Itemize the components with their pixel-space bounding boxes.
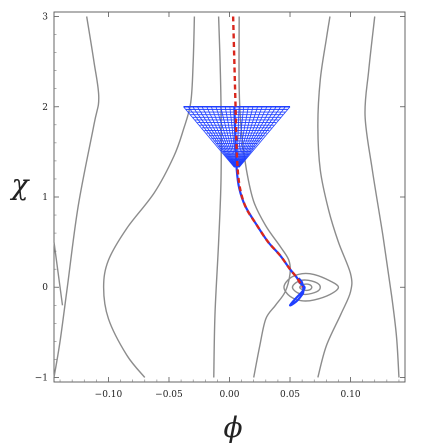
plot-frame bbox=[53, 11, 406, 383]
field-lines bbox=[183, 105, 291, 168]
y-tick-label: 2 bbox=[42, 103, 48, 113]
axis-ticks: −0.10 −0.05 0.00 0.05 0.10 −1 0 1 2 3 bbox=[35, 12, 405, 400]
x-tick-label: −0.10 bbox=[95, 390, 123, 400]
field-line-0 bbox=[183, 106, 235, 168]
y-tick-label: −1 bbox=[35, 373, 48, 383]
contour-inner-left bbox=[213, 16, 222, 378]
x-axis-label: ϕ bbox=[223, 411, 242, 444]
contour-outer-left-b bbox=[53, 242, 64, 306]
contour-lines bbox=[53, 16, 400, 378]
y-tick-label: 0 bbox=[42, 283, 48, 293]
field-line-6 bbox=[210, 106, 236, 168]
x-tick-label: 0.00 bbox=[219, 390, 239, 400]
y-tick-label: 3 bbox=[42, 13, 48, 23]
contour-loop-2 bbox=[291, 279, 321, 296]
contour-central-right bbox=[238, 16, 292, 378]
contour-left-U bbox=[102, 16, 196, 378]
y-tick-label: 1 bbox=[42, 193, 48, 203]
contour-right-U bbox=[317, 16, 353, 378]
field-line-21 bbox=[238, 106, 282, 168]
field-line-3 bbox=[197, 106, 236, 168]
contour-outer-right bbox=[364, 16, 400, 378]
series-layer bbox=[231, 16, 306, 307]
x-tick-label: −0.05 bbox=[155, 390, 183, 400]
contour-outer-left-a bbox=[53, 16, 100, 378]
x-tick-label: 0.05 bbox=[280, 390, 300, 400]
dashed-path-line bbox=[231, 16, 304, 288]
x-tick-label: 0.10 bbox=[341, 390, 361, 400]
field-line-20 bbox=[238, 106, 277, 168]
y-axis-label: χ bbox=[10, 168, 31, 201]
plot-area: −0.10 −0.05 0.00 0.05 0.10 −1 0 1 2 3 bbox=[35, 11, 406, 400]
field-line-22 bbox=[238, 106, 286, 168]
field-line-23 bbox=[238, 106, 291, 168]
